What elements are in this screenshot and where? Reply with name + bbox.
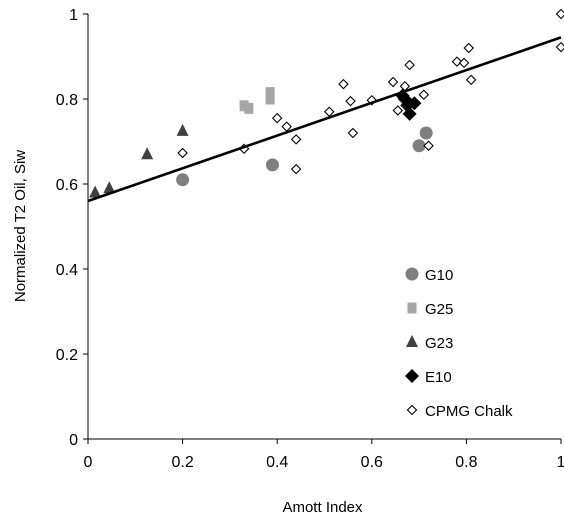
- y-tick-label: 0.8: [56, 92, 78, 109]
- y-tick-label: 0.2: [56, 347, 78, 364]
- data-point-g25: [265, 87, 275, 99]
- data-point-cpmg-chalk: [392, 105, 404, 116]
- data-point-cpmg-chalk: [458, 57, 470, 69]
- legend-label-cpmg-chalk: CPMG Chalk: [425, 403, 513, 420]
- data-point-cpmg-chalk: [177, 147, 188, 159]
- data-point-g25: [239, 100, 249, 112]
- data-point-g23: [176, 123, 189, 136]
- y-tick-label: 0: [69, 432, 78, 449]
- data-point-e10: [402, 106, 417, 121]
- y-tick-label: 1: [69, 7, 78, 24]
- legend-label-e10: E10: [425, 369, 452, 386]
- data-point-cpmg-chalk: [290, 134, 302, 145]
- data-point-cpmg-chalk: [555, 8, 564, 20]
- data-points: [89, 8, 564, 198]
- legend-marker-g10: [405, 267, 419, 281]
- x-tick-label: 0.2: [171, 454, 193, 471]
- axes: [83, 13, 562, 444]
- data-point-cpmg-chalk: [418, 89, 430, 101]
- x-tick-label: 0: [84, 454, 93, 471]
- data-point-g25: [265, 93, 275, 105]
- legend-marker-g25: [407, 302, 417, 314]
- legend-marker-e10: [405, 369, 419, 383]
- data-point-g10: [412, 139, 426, 153]
- data-point-g10: [265, 158, 279, 172]
- y-tick-label: 0.4: [56, 262, 78, 279]
- data-point-g25: [244, 102, 254, 114]
- data-point-cpmg-chalk: [281, 121, 292, 132]
- x-tick-label: 0.6: [361, 454, 383, 471]
- data-point-cpmg-chalk: [347, 127, 359, 139]
- data-point-cpmg-chalk: [404, 59, 415, 71]
- data-point-cpmg-chalk: [451, 56, 463, 67]
- x-tick-labels: 0 0.2 0.4 0.6 0.8 1: [84, 454, 564, 471]
- data-point-cpmg-chalk: [423, 140, 434, 152]
- data-point-cpmg-chalk: [463, 42, 475, 54]
- data-point-e10: [407, 96, 422, 111]
- y-tick-labels: 0 0.2 0.4 0.6 0.8 1: [56, 7, 78, 449]
- legend-label-g25: G25: [425, 301, 453, 318]
- data-point-g23: [141, 147, 154, 160]
- data-point-cpmg-chalk: [387, 76, 399, 88]
- x-tick-label: 0.8: [455, 454, 477, 471]
- data-point-cpmg-chalk: [555, 41, 564, 53]
- data-point-g23: [89, 185, 102, 198]
- data-point-cpmg-chalk: [323, 106, 335, 118]
- data-point-cpmg-chalk: [290, 163, 302, 175]
- data-point-g10: [419, 126, 433, 140]
- y-tick-label: 0.6: [56, 177, 78, 194]
- x-tick-label: 0.4: [266, 454, 288, 471]
- legend: G10 G25 G23 E10 CPMG Chalk: [405, 267, 513, 420]
- data-point-cpmg-chalk: [338, 78, 349, 90]
- x-axis-title: Amott Index: [282, 499, 363, 516]
- data-point-cpmg-chalk: [345, 95, 356, 107]
- legend-marker-g23: [406, 335, 418, 347]
- x-tick-label: 1: [557, 454, 564, 471]
- data-point-cpmg-chalk: [465, 74, 477, 86]
- y-axis-title: Normalized T2 Oil, Siw: [12, 150, 29, 302]
- data-point-g10: [176, 173, 190, 187]
- data-point-cpmg-chalk: [271, 112, 283, 124]
- legend-marker-cpmg-chalk: [406, 404, 418, 416]
- legend-label-g23: G23: [425, 335, 453, 352]
- trendline: [87, 36, 562, 203]
- data-point-g23: [103, 181, 116, 194]
- legend-label-g10: G10: [425, 267, 453, 284]
